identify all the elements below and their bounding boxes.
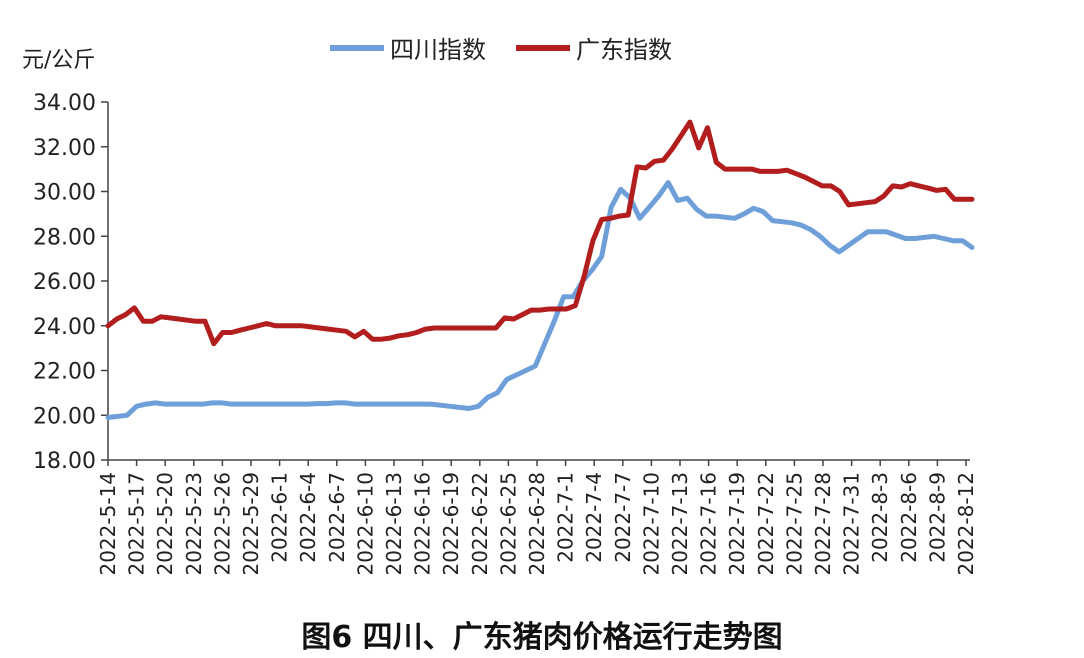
- x-tick-label: 2022-7-31: [840, 472, 864, 576]
- x-tick-label: 2022-5-20: [153, 472, 177, 576]
- y-axis-label: 元/公斤: [22, 48, 96, 73]
- series-line-sichuan: [105, 180, 975, 420]
- x-tick-label: 2022-5-26: [210, 472, 234, 576]
- legend: 四川指数 广东指数: [330, 30, 672, 65]
- x-tick-label: 2022-7-7: [611, 472, 635, 563]
- legend-item-guangdong: 广东指数: [516, 30, 672, 65]
- x-tick-label: 2022-5-23: [182, 472, 206, 576]
- x-tick-label: 2022-5-17: [125, 472, 149, 576]
- x-tick-label: 2022-7-25: [782, 472, 806, 576]
- y-tick-label: 32.00: [33, 136, 96, 161]
- y-tick-label: 18.00: [33, 449, 96, 474]
- x-tick-label: 2022-7-28: [811, 472, 835, 576]
- legend-swatch-sichuan: [330, 44, 384, 51]
- legend-label-guangdong: 广东指数: [576, 36, 672, 64]
- x-tick-label: 2022-8-6: [897, 472, 921, 563]
- x-tick-label: 2022-6-22: [468, 472, 492, 576]
- x-tick-label: 2022-5-29: [239, 472, 263, 576]
- chart-area: 元/公斤 四川指数 广东指数 18.00 20.00 22.00 24.00 26.00…: [22, 30, 978, 576]
- y-tick-label: 34.00: [33, 91, 96, 116]
- y-tick-label: 28.00: [33, 225, 96, 250]
- figure-caption: 图6 四川、广东猪肉价格运行走势图: [301, 620, 783, 655]
- x-tick-label: 2022-8-3: [868, 472, 892, 563]
- x-tick-label: 2022-7-1: [554, 472, 578, 563]
- x-tick-label: 2022-6-19: [439, 472, 463, 576]
- x-tick-label: 2022-6-16: [411, 472, 435, 576]
- legend-item-sichuan: 四川指数: [330, 30, 486, 65]
- legend-label-sichuan: 四川指数: [390, 36, 486, 64]
- legend-swatch-guangdong: [516, 44, 570, 51]
- x-tick-label: 2022-8-12: [954, 472, 978, 576]
- x-tick-label: 2022-6-13: [382, 472, 406, 576]
- x-tick-label: 2022-6-25: [496, 472, 520, 576]
- y-tick-label: 30.00: [33, 181, 96, 206]
- x-tick-label: 2022-8-9: [925, 472, 949, 563]
- x-tick-label: 2022-6-7: [325, 472, 349, 563]
- x-tick-label: 2022-6-1: [268, 472, 292, 563]
- y-tick-label: 20.00: [33, 404, 96, 429]
- chart-svg: 18.00 20.00 22.00 24.00 26.00 28.00 30.00 32.00…: [33, 91, 978, 576]
- y-tick-label: 26.00: [33, 270, 96, 295]
- x-tick-label: 2022-7-4: [582, 472, 606, 563]
- y-tick-label: 24.00: [33, 315, 96, 340]
- x-tick-label: 2022-7-22: [754, 472, 778, 576]
- x-tick-label: 2022-6-28: [525, 472, 549, 576]
- x-tick-label: 2022-7-10: [639, 472, 663, 576]
- x-tick-label: 2022-7-13: [668, 472, 692, 576]
- x-tick-label: 2022-7-19: [725, 472, 749, 576]
- series-line-guangdong: [105, 119, 975, 347]
- x-tick-label: 2022-5-14: [96, 472, 120, 576]
- x-tick-label: 2022-7-16: [697, 472, 721, 576]
- x-tick-label: 2022-6-10: [353, 472, 377, 576]
- x-tick-label: 2022-6-4: [296, 472, 320, 563]
- y-tick-label: 22.00: [33, 360, 96, 385]
